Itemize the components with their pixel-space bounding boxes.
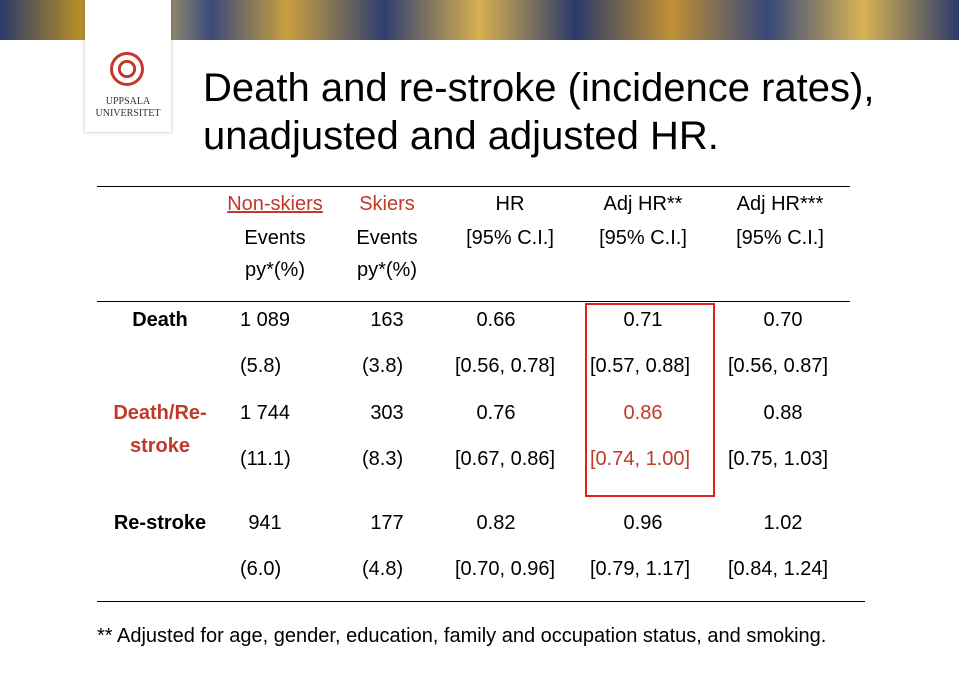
seal <box>110 52 144 86</box>
cell: [0.56, 0.78] <box>455 355 556 377</box>
row-label: Re-stroke <box>113 512 207 534</box>
column-header: Events <box>244 227 306 249</box>
cell: [0.84, 1.24] <box>728 558 829 580</box>
cell: [0.67, 0.86] <box>455 448 556 470</box>
cell: 303 <box>370 402 404 424</box>
cell: 0.66 <box>476 309 516 331</box>
column-header: [95% C.I.] <box>736 227 824 249</box>
column-header: Non-skiers <box>227 193 323 215</box>
cell: (4.8) <box>362 558 404 580</box>
column-header: py*(%) <box>356 259 418 281</box>
cell: 1 089 <box>239 309 291 331</box>
cell: 1.02 <box>763 512 803 534</box>
column-header: Adj HR** <box>603 193 683 215</box>
cell: [0.57, 0.88] <box>590 355 691 377</box>
rule <box>97 601 865 602</box>
cell: 941 <box>248 512 282 534</box>
cell: [0.74, 1.00] <box>590 448 691 470</box>
logo: UPPSALA UNIVERSITET <box>85 0 171 132</box>
cell: 1 744 <box>239 402 291 424</box>
cell: 163 <box>370 309 404 331</box>
rule <box>97 301 850 302</box>
cell: (11.1) <box>240 448 291 470</box>
cell: 0.70 <box>763 309 803 331</box>
cell: (3.8) <box>362 355 404 377</box>
rule <box>97 186 850 187</box>
cell: (5.8) <box>240 355 282 377</box>
highlight-box <box>585 303 715 497</box>
title: Death and re-stroke (incidence rates), <box>203 66 875 110</box>
cell: [0.70, 0.96] <box>455 558 556 580</box>
cell: 0.82 <box>476 512 516 534</box>
column-header: py*(%) <box>244 259 306 281</box>
column-header: [95% C.I.] <box>466 227 554 249</box>
cell: [0.75, 1.03] <box>728 448 829 470</box>
cell: [0.79, 1.17] <box>590 558 691 580</box>
logo-text: UPPSALA <box>105 96 151 107</box>
cell: 0.71 <box>623 309 663 331</box>
cell: [0.56, 0.87] <box>728 355 829 377</box>
column-header: Skiers <box>359 193 415 215</box>
column-header: [95% C.I.] <box>599 227 687 249</box>
row-label: stroke <box>129 435 191 457</box>
logo-text: UNIVERSITET <box>95 108 161 119</box>
cell: 0.96 <box>623 512 663 534</box>
column-header: Adj HR*** <box>736 193 824 215</box>
cell: 0.88 <box>763 402 803 424</box>
cell: 177 <box>370 512 404 534</box>
column-header: Events <box>356 227 418 249</box>
footnote: ** Adjusted for age, gender, education, … <box>97 625 827 647</box>
cell: 0.86 <box>623 402 663 424</box>
cell: (6.0) <box>240 558 282 580</box>
cell: (8.3) <box>362 448 404 470</box>
row-label: Death <box>132 309 188 331</box>
cell: 0.76 <box>476 402 516 424</box>
row-label: Death/Re- <box>113 402 207 424</box>
title: unadjusted and adjusted HR. <box>203 114 719 158</box>
column-header: HR <box>495 193 525 215</box>
